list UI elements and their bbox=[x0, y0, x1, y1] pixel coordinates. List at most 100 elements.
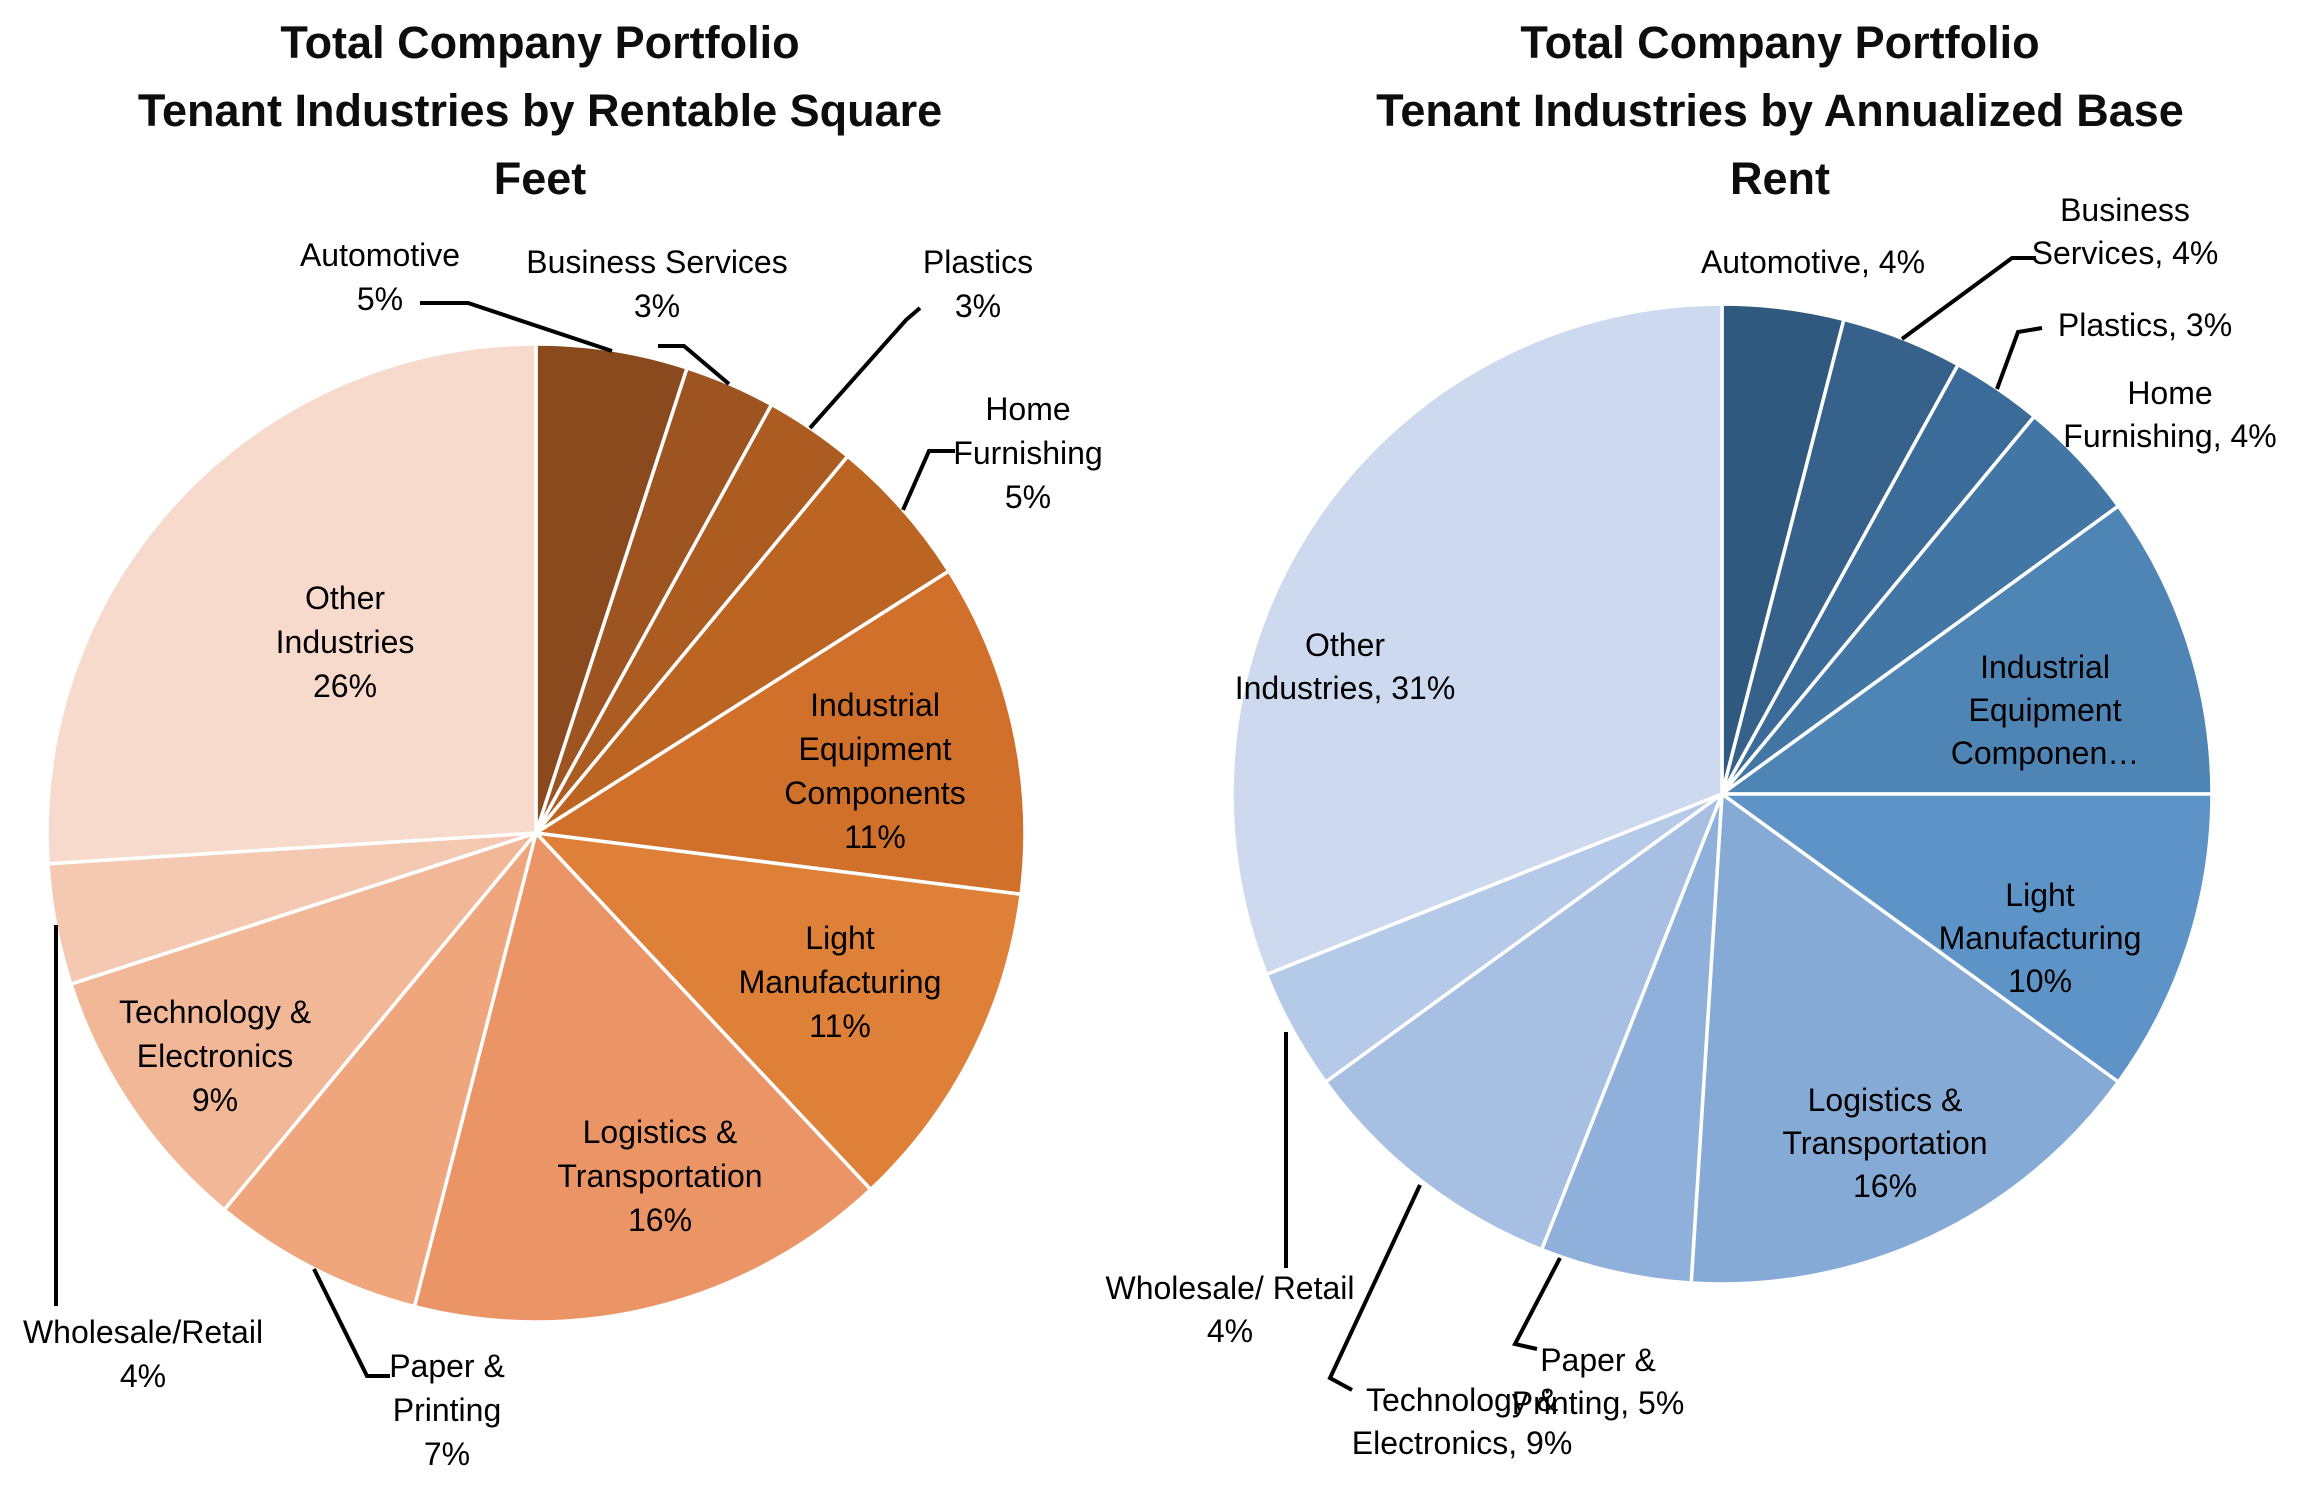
leader-line-technology-electronics bbox=[1327, 1184, 1422, 1392]
slice-label-line: 10% bbox=[2008, 963, 2072, 999]
slice-label-line: 26% bbox=[313, 668, 377, 704]
pie-slice-paper-printing bbox=[1539, 792, 1724, 1285]
slice-label-line: Light bbox=[2005, 877, 2075, 913]
chart-title-abr-line-1: Total Company Portfolio bbox=[1520, 17, 2039, 68]
slice-label-line: Other bbox=[1305, 627, 1385, 663]
slice-label-line: Automotive, 4% bbox=[1701, 244, 1925, 280]
pie-slice-technology-electronics bbox=[69, 831, 538, 1212]
pie-slice-other-industries bbox=[1230, 302, 1724, 977]
slice-label-line: Manufacturing bbox=[739, 964, 942, 1000]
slice-label-line: 5% bbox=[1005, 479, 1051, 515]
slice-label-line: Logistics & bbox=[583, 1114, 738, 1150]
slice-label-paper-printing: Paper & Printing 7% bbox=[389, 1348, 505, 1472]
slice-label-line: Furnishing, 4% bbox=[2063, 418, 2276, 454]
pie-slice-logistics-transportation bbox=[412, 831, 873, 1324]
pie-slice-industrial-equipment-components bbox=[1720, 504, 2214, 796]
slice-label-line: Business Services bbox=[526, 244, 787, 280]
slice-label-home-furnishing: Home Furnishing, 4% bbox=[2063, 375, 2276, 454]
slice-label-business-services: Business Services, 4% bbox=[2032, 192, 2219, 271]
chart-title-abr-line-2: Tenant Industries by Annualized Base bbox=[1376, 85, 2184, 136]
slice-label-line: Furnishing bbox=[953, 435, 1102, 471]
slice-label-light-manufacturing: Light Manufacturing 11% bbox=[739, 920, 942, 1044]
slice-label-line: Industries, 31% bbox=[1235, 670, 1456, 706]
slice-label-wholesale-retail: Wholesale/ Retail 4% bbox=[1106, 1270, 1355, 1349]
slice-label-line: Automotive bbox=[300, 237, 460, 273]
pie-slice-light-manufacturing bbox=[534, 831, 1023, 1192]
slice-label-line: Electronics bbox=[137, 1038, 294, 1074]
slice-label-technology-electronics: Technology & Electronics, 9% bbox=[1352, 1382, 1573, 1461]
slice-label-line: Manufacturing bbox=[1939, 920, 2142, 956]
slice-label-other-industries: Other Industries 26% bbox=[276, 580, 415, 704]
slice-label-line: 3% bbox=[955, 288, 1001, 324]
leader-line-automotive bbox=[420, 301, 613, 353]
slice-label-industrial-equipment-components: Industrial Equipment Componen… bbox=[1951, 649, 2140, 771]
chart-title-rsf-line-2: Tenant Industries by Rentable Square bbox=[138, 85, 942, 136]
pie-slice-other-industries bbox=[45, 342, 538, 866]
slice-label-line: Industrial bbox=[810, 687, 940, 723]
slice-label-line: Services, 4% bbox=[2032, 235, 2219, 271]
slice-label-line: Electronics, 9% bbox=[1352, 1425, 1573, 1461]
slice-label-automotive: Automotive, 4% bbox=[1701, 244, 1925, 280]
pie-rsf: Automotive 5% Business Services 3% Plastics 3… bbox=[23, 237, 1103, 1472]
slice-label-line: Industries bbox=[276, 624, 415, 660]
leader-line-business-services bbox=[1900, 256, 2036, 341]
leader-line-plastics bbox=[808, 306, 922, 430]
pie-slice-logistics-transportation bbox=[1689, 792, 2121, 1286]
slice-label-line: Printing bbox=[393, 1392, 502, 1428]
leader-line-paper-printing bbox=[312, 1268, 390, 1378]
slice-label-line: Light bbox=[805, 920, 875, 956]
slice-label-line: 9% bbox=[192, 1082, 238, 1118]
slice-label-other-industries: Other Industries, 31% bbox=[1235, 627, 1456, 706]
slice-label-line: 7% bbox=[424, 1436, 470, 1472]
slice-label-plastics: Plastics, 3% bbox=[2058, 307, 2232, 343]
chart-title-rsf-line-1: Total Company Portfolio bbox=[280, 17, 799, 68]
pie-slice-industrial-equipment-components bbox=[534, 569, 1027, 897]
slice-label-line: Transportation bbox=[557, 1158, 762, 1194]
leader-line-home-furnishing bbox=[901, 449, 955, 511]
chart-title-rsf-line-3: Feet bbox=[494, 153, 587, 204]
leader-line-business-services bbox=[658, 344, 731, 386]
slice-label-line: 16% bbox=[628, 1202, 692, 1238]
slice-label-line: Plastics bbox=[923, 244, 1033, 280]
slice-label-line: 11% bbox=[809, 1008, 871, 1044]
chart-title-abr-line-3: Rent bbox=[1730, 153, 1830, 204]
slice-label-wholesale-retail: Wholesale/Retail 4% bbox=[23, 1314, 263, 1394]
chart-title-rsf: Total Company Portfolio Tenant Industrie… bbox=[138, 17, 942, 204]
slice-label-line: Paper & bbox=[1540, 1342, 1656, 1378]
slice-label-line: 16% bbox=[1853, 1168, 1917, 1204]
slice-label-line: Business bbox=[2060, 192, 2190, 228]
pie-slice-paper-printing bbox=[222, 831, 538, 1309]
slice-label-line: 4% bbox=[1207, 1313, 1253, 1349]
slice-label-line: Wholesale/ Retail bbox=[1106, 1270, 1355, 1306]
slice-label-light-manufacturing: Light Manufacturing 10% bbox=[1939, 877, 2142, 999]
slice-label-line: Printing, 5% bbox=[1512, 1385, 1685, 1421]
chart-title-abr: Total Company Portfolio Tenant Industrie… bbox=[1376, 17, 2184, 204]
slice-label-line: Plastics, 3% bbox=[2058, 307, 2232, 343]
slice-label-home-furnishing: Home Furnishing 5% bbox=[953, 391, 1102, 515]
slice-label-line: Technology & bbox=[1366, 1382, 1558, 1418]
slice-label-line: 5% bbox=[357, 281, 403, 317]
pie-slice-light-manufacturing bbox=[1720, 792, 2214, 1084]
slice-label-technology-electronics: Technology & Electronics 9% bbox=[119, 994, 311, 1118]
slice-label-industrial-equipment-components: Industrial Equipment Components 11% bbox=[784, 687, 965, 855]
slice-label-logistics-transportation: Logistics & Transportation 16% bbox=[557, 1114, 762, 1238]
slice-label-line: Wholesale/Retail bbox=[23, 1314, 263, 1350]
slice-label-line: Home bbox=[2127, 375, 2212, 411]
slice-label-line: Technology & bbox=[119, 994, 311, 1030]
slice-label-plastics: Plastics 3% bbox=[923, 244, 1033, 324]
slice-label-paper-printing: Paper & Printing, 5% bbox=[1512, 1342, 1685, 1421]
slice-label-line: Components bbox=[784, 775, 965, 811]
slice-label-line: 11% bbox=[844, 819, 906, 855]
slice-label-business-services: Business Services 3% bbox=[526, 244, 787, 324]
slice-label-line: Componen… bbox=[1951, 735, 2140, 771]
slice-label-automotive: Automotive 5% bbox=[300, 237, 460, 317]
slice-label-line: Equipment bbox=[799, 731, 952, 767]
slice-label-line: Other bbox=[305, 580, 385, 616]
slice-label-line: Logistics & bbox=[1808, 1082, 1963, 1118]
pie-abr: Automotive, 4% Business Services, 4% Plasti… bbox=[1106, 192, 2277, 1461]
slice-label-line: 3% bbox=[634, 288, 680, 324]
slice-label-line: Paper & bbox=[389, 1348, 505, 1384]
slice-label-line: Home bbox=[985, 391, 1070, 427]
